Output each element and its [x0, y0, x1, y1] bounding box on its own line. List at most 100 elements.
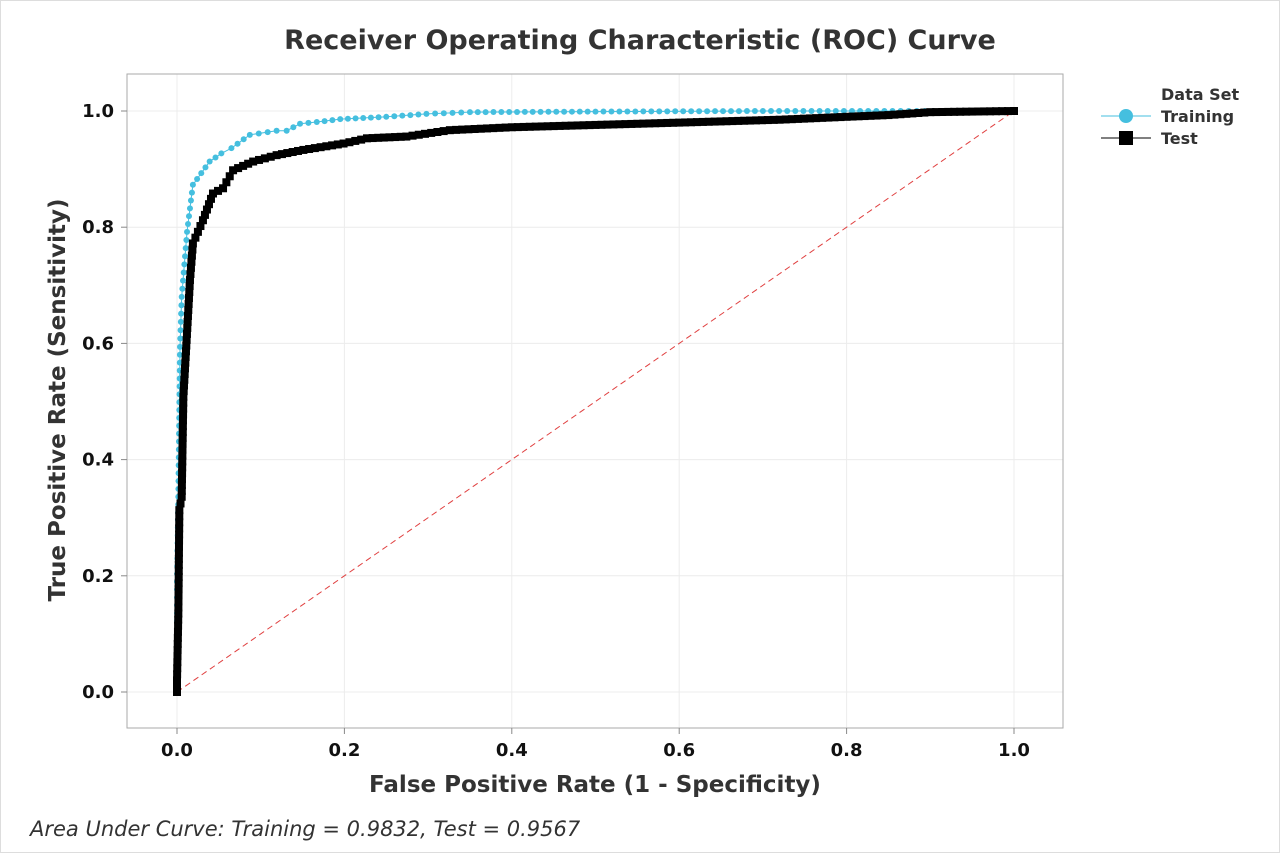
marker-training [664, 108, 671, 115]
marker-test [183, 311, 192, 320]
marker-test [178, 469, 187, 478]
marker-test [178, 451, 187, 460]
marker-test [180, 375, 189, 384]
marker-training [553, 108, 560, 115]
legend-training-label: Training [1161, 107, 1234, 126]
marker-test [174, 621, 183, 630]
marker-test [173, 652, 182, 661]
marker-training [273, 127, 280, 134]
marker-training [415, 111, 422, 118]
marker-test [184, 305, 193, 314]
marker-training [185, 213, 192, 220]
marker-test [681, 118, 690, 127]
marker-test [180, 364, 189, 373]
marker-training [180, 277, 187, 284]
marker-test [173, 664, 182, 673]
marker-test [188, 245, 197, 254]
marker-test [174, 579, 183, 588]
marker-test [174, 548, 183, 557]
marker-test [639, 119, 648, 128]
marker-test [1010, 107, 1018, 115]
marker-training [179, 285, 186, 292]
marker-training [183, 236, 190, 243]
marker-test [878, 111, 887, 120]
marker-test [175, 506, 184, 515]
marker-training [656, 108, 663, 115]
marker-test [812, 114, 821, 123]
marker-test [543, 122, 552, 131]
marker-test [188, 239, 197, 248]
marker-training [180, 269, 187, 276]
marker-test [339, 139, 348, 148]
marker-test [249, 157, 258, 166]
marker-training [824, 108, 831, 114]
marker-training [313, 119, 320, 126]
marker-test [174, 591, 183, 600]
marker-test [177, 492, 186, 501]
y-tick-label: 1.0 [82, 101, 114, 122]
marker-training [648, 108, 655, 115]
x-tick-label: 0.0 [161, 740, 193, 761]
marker-test [219, 184, 228, 193]
x-axis-label: False Positive Rate (1 - Specificity) [369, 772, 821, 798]
marker-test [806, 114, 815, 123]
marker-test [294, 146, 303, 155]
marker-training [212, 154, 219, 161]
marker-training [576, 108, 583, 115]
marker-test [277, 150, 286, 159]
marker-training [181, 261, 188, 268]
marker-training [290, 124, 297, 131]
marker-test [185, 282, 194, 291]
marker-test [902, 109, 911, 118]
x-tick-label: 0.8 [831, 740, 863, 761]
marker-test [173, 676, 181, 685]
marker-training [234, 140, 241, 147]
marker-test [980, 107, 989, 116]
marker-test [483, 124, 492, 133]
marker-test [225, 172, 234, 181]
marker-training [584, 108, 591, 115]
marker-test [175, 512, 184, 521]
marker-test [187, 251, 196, 260]
marker-test [944, 107, 953, 116]
marker-training [177, 327, 184, 334]
marker-test [173, 646, 182, 655]
marker-training [616, 108, 623, 115]
marker-test [179, 392, 188, 401]
auc-footer: Area Under Curve: Training = 0.9832, Tes… [28, 817, 581, 841]
marker-training [768, 108, 774, 114]
marker-test [507, 123, 516, 132]
marker-training [759, 108, 766, 114]
marker-training [182, 245, 189, 252]
marker-test [585, 121, 594, 130]
marker-test [266, 152, 275, 161]
marker-test [175, 518, 184, 527]
marker-test [932, 108, 941, 117]
marker-test [757, 116, 766, 125]
marker-test [787, 115, 796, 124]
marker-test [357, 135, 366, 144]
marker-test [710, 117, 719, 126]
chart-title: Receiver Operating Characteristic (ROC) … [284, 25, 996, 56]
marker-training [305, 119, 312, 126]
marker-training [816, 108, 823, 114]
marker-training [375, 114, 382, 121]
marker-test [177, 486, 186, 495]
marker-training [399, 112, 406, 119]
marker-training [720, 108, 727, 115]
marker-test [173, 682, 181, 691]
marker-test [763, 116, 772, 125]
y-tick-label: 0.6 [82, 333, 114, 354]
marker-training [360, 114, 367, 121]
marker-training [514, 108, 521, 115]
marker-training [367, 114, 374, 121]
marker-test [573, 121, 582, 130]
marker-training [344, 115, 351, 122]
marker-training [608, 108, 615, 115]
marker-test [177, 481, 186, 490]
marker-training [352, 115, 359, 122]
marker-test [173, 670, 182, 679]
legend-test-label: Test [1161, 129, 1198, 148]
